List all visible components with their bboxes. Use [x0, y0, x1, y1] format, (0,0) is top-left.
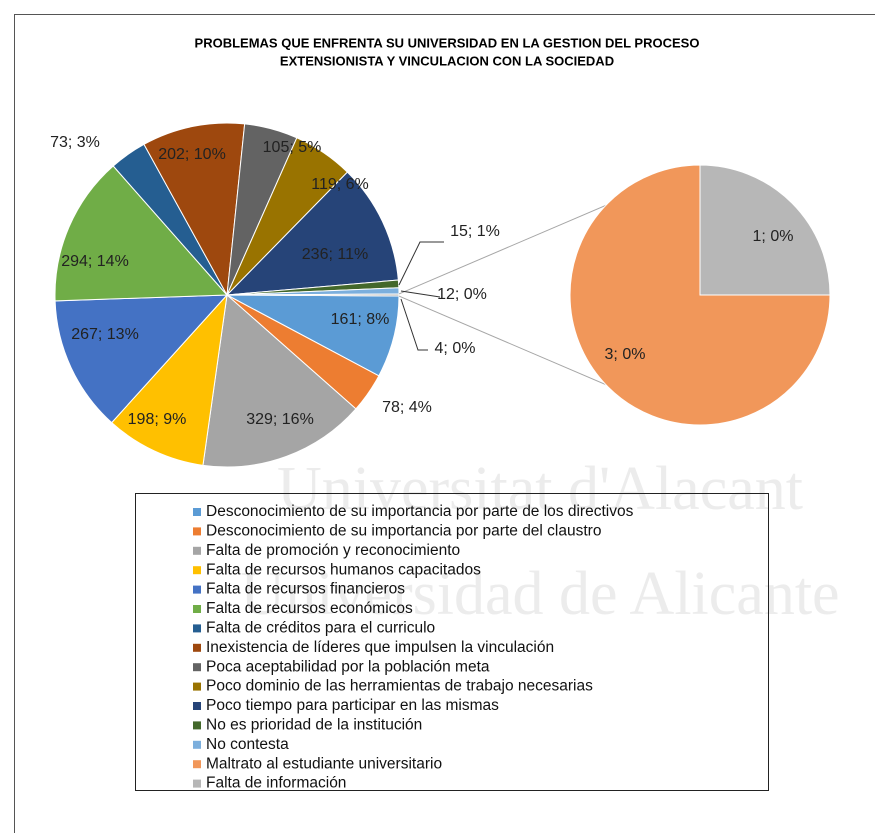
data-label: 119; 6%	[311, 176, 369, 193]
legend-label: Falta de recursos financieros	[206, 581, 405, 598]
legend-label: Inexistencia de líderes que impulsen la …	[206, 639, 554, 656]
legend-swatch	[193, 605, 201, 613]
legend-box	[135, 493, 769, 791]
legend-swatch	[193, 643, 201, 652]
pie-slice	[569, 164, 831, 426]
data-label: 3; 0%	[605, 346, 646, 363]
data-label: 105; 5%	[263, 139, 322, 156]
legend-swatch	[193, 682, 201, 691]
data-label: 198; 9%	[128, 411, 187, 428]
data-label: 15; 1%	[450, 223, 500, 240]
pie-slice	[54, 294, 229, 424]
leader-line	[400, 290, 441, 298]
chart-title: EXTENSIONISTA Y VINCULACION CON LA SOCIE…	[280, 53, 614, 68]
pie-slice	[54, 165, 229, 302]
watermark-line: Universidad de Alicante	[240, 560, 839, 628]
pie-slice	[226, 293, 400, 297]
data-label: 202; 10%	[158, 146, 226, 163]
legend-swatch	[193, 566, 201, 575]
legend-label: Falta de recursos humanos capacitados	[206, 561, 481, 578]
pie-slice	[110, 293, 228, 466]
legend-swatch	[193, 779, 201, 788]
legend-label: Falta de información	[206, 775, 346, 792]
legend-label: No es prioridad de la institución	[206, 716, 422, 733]
data-label: 236; 11%	[302, 246, 368, 263]
data-label: 12; 0%	[437, 286, 487, 303]
pie-slice	[202, 294, 357, 468]
data-label: 4; 0%	[435, 340, 476, 357]
data-label: 294; 14%	[61, 253, 129, 270]
data-label: 161; 8%	[331, 311, 390, 328]
leader-line	[398, 241, 444, 286]
legend-label: Poco dominio de las herramientas de trab…	[206, 678, 593, 695]
legend-label: Poca aceptabilidad por la población meta	[206, 658, 490, 675]
legend-label: No contesta	[206, 736, 289, 753]
legend-swatch	[193, 508, 201, 516]
watermark: Universitat d'Alacant Universidad de Ali…	[240, 455, 839, 628]
watermark-line: Universitat d'Alacant	[277, 455, 803, 523]
legend-swatch	[193, 546, 201, 555]
chart-title: PROBLEMAS QUE ENFRENTA SU UNIVERSIDAD EN…	[195, 35, 700, 50]
pie-slice	[143, 122, 246, 297]
leader-line	[400, 298, 428, 351]
legend-label: Poco tiempo para participar en las misma…	[206, 697, 499, 714]
legend-label: Desconocimiento de su importancia por pa…	[206, 522, 601, 539]
frame	[14, 14, 875, 833]
data-label: 73; 3%	[50, 134, 100, 151]
data-label: 78; 4%	[382, 399, 432, 416]
data-label: 1; 0%	[753, 228, 794, 245]
legend-label: Desconocimiento de su importancia por pa…	[206, 503, 634, 520]
legend-label: Maltrato al estudiante universitario	[206, 755, 442, 772]
legend-label: Falta de promoción y reconocimiento	[206, 542, 460, 559]
legend-swatch	[193, 740, 201, 749]
legend-label: Falta de créditos para el curriculo	[206, 619, 435, 636]
legend-swatch	[193, 663, 201, 672]
pie-slice	[225, 171, 399, 296]
legend-swatch	[193, 585, 201, 594]
legend-label: Falta de recursos económicos	[206, 600, 413, 617]
legend-swatch	[193, 760, 201, 769]
pie-slice	[699, 164, 831, 296]
data-label: 329; 16%	[246, 411, 314, 428]
legend-swatch	[193, 721, 201, 730]
legend-swatch	[193, 624, 201, 633]
legend-swatch	[193, 527, 201, 536]
data-label: 267; 13%	[71, 326, 139, 343]
legend-swatch	[193, 702, 201, 710]
